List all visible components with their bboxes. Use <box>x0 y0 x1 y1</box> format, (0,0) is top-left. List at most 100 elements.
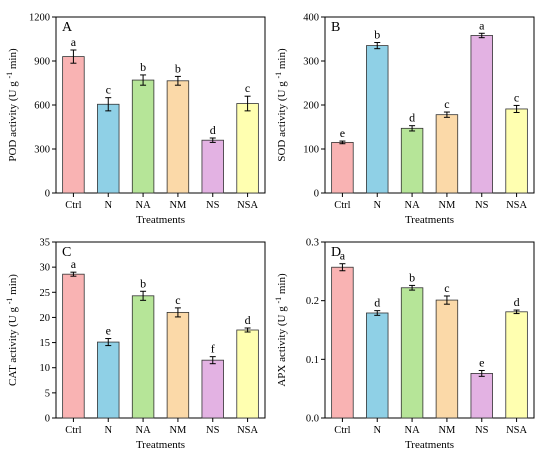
bar-n <box>366 312 389 419</box>
bar-ctrl <box>331 266 354 419</box>
x-axis-title: Treatments <box>405 439 454 451</box>
significance-letter: e <box>340 126 345 140</box>
significance-letter: a <box>71 35 77 49</box>
significance-letter: c <box>175 293 180 307</box>
significance-letter: a <box>340 249 346 263</box>
y-tick-label: 0.0 <box>306 414 319 425</box>
significance-letter: c <box>106 83 111 97</box>
chart-panel-b: 0 100 200 300 400 e Ctrl b Nd NA c NM a NS c NSA Treatme… <box>274 13 535 226</box>
significance-letter: d <box>374 296 380 310</box>
bar-ns <box>470 373 493 419</box>
y-tick-label: 100 <box>303 145 319 156</box>
bar-ns <box>201 139 224 194</box>
significance-letter: b <box>175 61 181 75</box>
bar-nm <box>435 299 459 419</box>
x-tick-label: NSA <box>506 200 527 211</box>
panel-label: A <box>62 20 73 35</box>
panel-label: C <box>62 245 71 260</box>
significance-letter: c <box>444 281 449 295</box>
y-tick-label: 0 <box>45 414 50 425</box>
chart-panel-a: 0 300 600 900 1200 a Ctrl c Nb NA b NM d NS c NSA Treatm… <box>5 13 266 226</box>
x-tick-label: Ctrl <box>334 200 350 211</box>
x-tick-label: NA <box>135 200 151 211</box>
x-tick-label: Ctrl <box>334 425 350 436</box>
significance-letter: e <box>106 324 111 338</box>
y-tick-label: 10 <box>40 363 51 374</box>
x-tick-label: N <box>104 200 112 211</box>
y-tick-label: 0.1 <box>306 355 319 366</box>
significance-letter: c <box>444 97 449 111</box>
y-tick-label: 0.2 <box>306 296 319 307</box>
plot-frame <box>55 16 266 194</box>
x-tick-label: NM <box>438 425 456 436</box>
y-tick-label: 35 <box>40 238 51 249</box>
bar-nm <box>435 114 459 194</box>
significance-letter: a <box>479 18 485 32</box>
y-tick-label: 400 <box>303 13 319 24</box>
bar-ctrl <box>62 56 85 194</box>
y-axis-title: SOD activity (U g -1 min) <box>274 48 289 162</box>
bar-n <box>97 341 120 419</box>
significance-letter: b <box>409 270 415 284</box>
significance-letter: b <box>140 276 146 290</box>
y-axis-title: POD activity (U g -1 min) <box>5 48 20 162</box>
panel-label: B <box>331 20 340 35</box>
bar-ctrl <box>331 141 354 194</box>
x-tick-label: NS <box>206 200 220 211</box>
x-tick-label: NA <box>404 425 420 436</box>
significance-letter: e <box>479 355 484 369</box>
x-tick-label: NA <box>404 200 420 211</box>
x-tick-label: N <box>104 425 112 436</box>
significance-letter: c <box>514 90 519 104</box>
bar-na <box>131 295 155 419</box>
y-tick-label: 1200 <box>29 13 50 24</box>
plot-frame <box>324 241 535 419</box>
significance-letter: d <box>210 123 216 137</box>
y-tick-label: 0.3 <box>306 238 319 249</box>
chart-panel-d: 0.0 0.1 0.2 0.3 a Ctrl d Nb NA c NM e NS d NSA Treatmen… <box>274 238 535 451</box>
plot-frame <box>55 241 266 419</box>
x-tick-label: NS <box>475 425 489 436</box>
y-tick-label: 15 <box>40 338 51 349</box>
y-tick-label: 0 <box>45 189 50 200</box>
bar-nsa <box>236 329 259 419</box>
x-tick-label: NSA <box>237 425 258 436</box>
chart-panel-c: 0 5 10 15 20 25 30 35 a Ctrl e Nb NA c NM f NS d NSA Treatm… <box>5 238 266 451</box>
x-tick-label: NM <box>169 200 187 211</box>
plot-frame <box>324 16 535 194</box>
bar-ns <box>470 35 493 194</box>
x-tick-label: NM <box>169 425 187 436</box>
significance-letter: f <box>211 342 215 356</box>
y-tick-label: 600 <box>34 101 50 112</box>
significance-letter: b <box>374 28 380 42</box>
bar-na <box>131 79 155 194</box>
significance-letter: d <box>514 295 520 309</box>
significance-letter: b <box>140 60 146 74</box>
x-tick-label: Ctrl <box>65 425 81 436</box>
y-tick-label: 300 <box>303 57 319 68</box>
x-tick-label: NS <box>475 200 489 211</box>
bar-ctrl <box>62 273 85 419</box>
y-axis-title: APX activity (U g -1 min) <box>274 273 289 387</box>
bar-ns <box>201 359 224 419</box>
bar-n <box>97 103 120 194</box>
x-tick-label: NA <box>135 425 151 436</box>
x-axis-title: Treatments <box>136 214 185 226</box>
y-tick-label: 900 <box>34 57 50 68</box>
significance-letter: d <box>409 111 415 125</box>
bar-na <box>400 127 424 194</box>
x-tick-label: NS <box>206 425 220 436</box>
x-tick-label: NM <box>438 200 456 211</box>
bar-nsa <box>505 108 528 194</box>
bar-nm <box>166 80 190 194</box>
significance-letter: c <box>245 81 250 95</box>
significance-letter: d <box>245 313 251 327</box>
y-tick-label: 300 <box>34 145 50 156</box>
x-tick-label: N <box>373 200 381 211</box>
y-tick-label: 200 <box>303 101 319 112</box>
x-tick-label: NSA <box>506 425 527 436</box>
x-tick-label: N <box>373 425 381 436</box>
y-tick-label: 20 <box>40 313 51 324</box>
y-tick-label: 5 <box>45 388 50 399</box>
